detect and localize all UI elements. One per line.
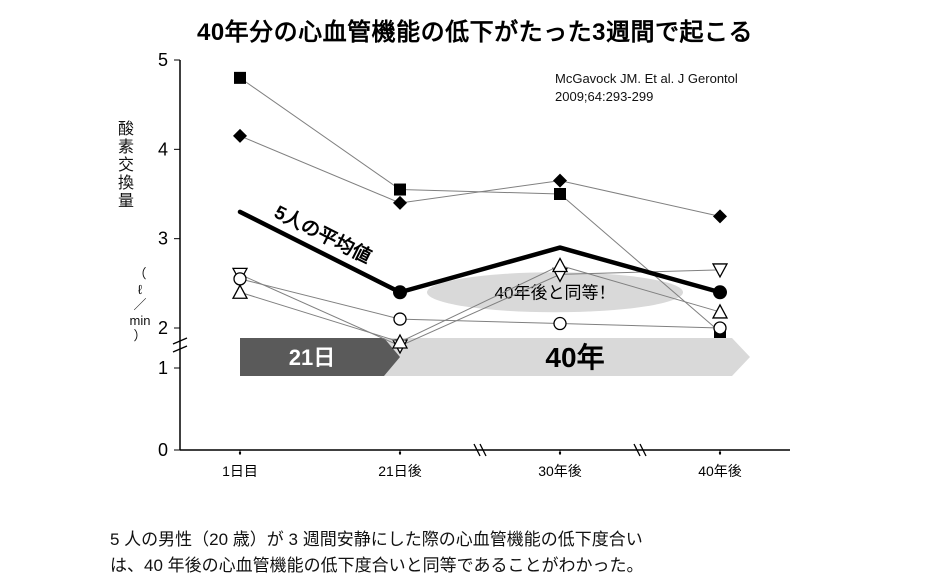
x-tick-label: 30年後: [538, 463, 582, 479]
timeline-40y-label: 40年: [545, 341, 604, 373]
timeline-21d-label: 21日: [289, 345, 335, 370]
figure-caption: 5 人の男性（20 歳）が 3 週間安静にした際の心血管機能の低下度合い は、4…: [110, 527, 860, 578]
y-tick-label: 2: [158, 318, 168, 338]
y-tick-label: 0: [158, 440, 168, 460]
y-tick-label: 4: [158, 139, 168, 159]
chart-title: 40年分の心血管機能の低下がたった3週間で起こる: [0, 0, 950, 47]
y-tick-label: 3: [158, 229, 168, 249]
equal-callout-label: 40年後と同等！: [495, 283, 616, 302]
chart-area: 21日40年40年後と同等！0123451日目21日後30年後40年後5人の平均…: [140, 50, 820, 490]
x-tick-label: 40年後: [698, 463, 742, 479]
series-subject-2: [233, 129, 727, 223]
y-tick-label: 5: [158, 50, 168, 70]
x-tick-label: 21日後: [378, 463, 422, 479]
x-tick-label: 1日目: [222, 463, 258, 479]
y-tick-label: 1: [158, 358, 168, 378]
y-axis-label: 酸素交換量: [113, 120, 133, 216]
